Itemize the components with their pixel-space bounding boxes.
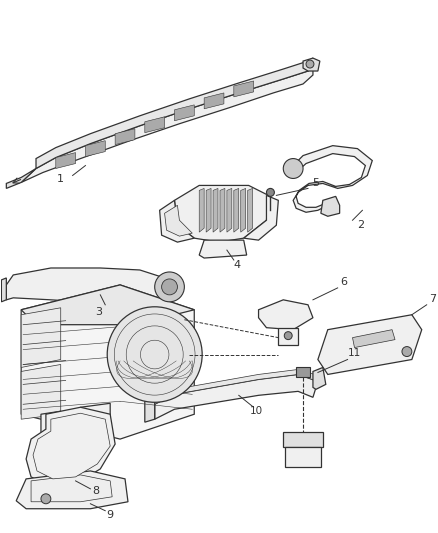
Polygon shape [296, 367, 310, 377]
Circle shape [306, 60, 314, 68]
Text: 4: 4 [233, 260, 240, 270]
Polygon shape [204, 93, 224, 109]
Text: 10: 10 [250, 406, 263, 416]
Polygon shape [41, 411, 61, 443]
Polygon shape [234, 81, 254, 97]
Polygon shape [165, 205, 192, 236]
Polygon shape [303, 58, 320, 71]
Polygon shape [21, 365, 61, 419]
Polygon shape [115, 129, 135, 144]
Polygon shape [293, 146, 372, 212]
Polygon shape [6, 168, 36, 188]
Circle shape [266, 188, 274, 196]
Polygon shape [6, 268, 170, 305]
Polygon shape [199, 240, 247, 258]
Polygon shape [81, 403, 110, 435]
Polygon shape [241, 188, 246, 232]
Polygon shape [155, 369, 318, 404]
Text: 7: 7 [429, 294, 436, 304]
Polygon shape [206, 188, 211, 232]
Polygon shape [36, 58, 313, 168]
Circle shape [41, 494, 51, 504]
Polygon shape [234, 188, 239, 232]
Polygon shape [278, 328, 298, 345]
Circle shape [284, 332, 292, 340]
Text: 1: 1 [57, 174, 64, 184]
Polygon shape [33, 413, 110, 479]
Polygon shape [247, 188, 253, 232]
Polygon shape [313, 367, 326, 389]
Polygon shape [353, 330, 395, 348]
Polygon shape [21, 285, 194, 325]
Polygon shape [145, 394, 155, 422]
Circle shape [283, 158, 303, 179]
Text: 8: 8 [92, 486, 99, 496]
Polygon shape [1, 278, 6, 302]
Text: 5: 5 [312, 179, 319, 189]
Polygon shape [21, 68, 313, 182]
Text: 6: 6 [340, 277, 347, 287]
Polygon shape [285, 447, 321, 467]
Text: 2: 2 [357, 220, 364, 230]
Polygon shape [199, 188, 204, 232]
Circle shape [402, 346, 412, 357]
Polygon shape [21, 285, 194, 439]
Circle shape [155, 272, 184, 302]
Polygon shape [244, 196, 278, 240]
Circle shape [107, 307, 202, 402]
Polygon shape [26, 407, 115, 487]
Text: 9: 9 [106, 510, 114, 520]
Text: 11: 11 [348, 348, 361, 358]
Polygon shape [56, 152, 76, 168]
Polygon shape [258, 300, 313, 330]
Polygon shape [16, 471, 128, 508]
Polygon shape [145, 117, 165, 133]
Polygon shape [318, 315, 422, 375]
Polygon shape [220, 188, 225, 232]
Polygon shape [174, 105, 194, 121]
Polygon shape [283, 432, 323, 447]
Polygon shape [31, 475, 112, 502]
Polygon shape [85, 141, 105, 157]
Polygon shape [159, 200, 194, 242]
Polygon shape [174, 185, 268, 242]
Polygon shape [155, 375, 318, 419]
Polygon shape [213, 188, 218, 232]
Text: 3: 3 [95, 307, 102, 317]
Polygon shape [227, 188, 232, 232]
Polygon shape [21, 308, 61, 367]
Circle shape [162, 279, 177, 295]
Polygon shape [321, 196, 339, 216]
